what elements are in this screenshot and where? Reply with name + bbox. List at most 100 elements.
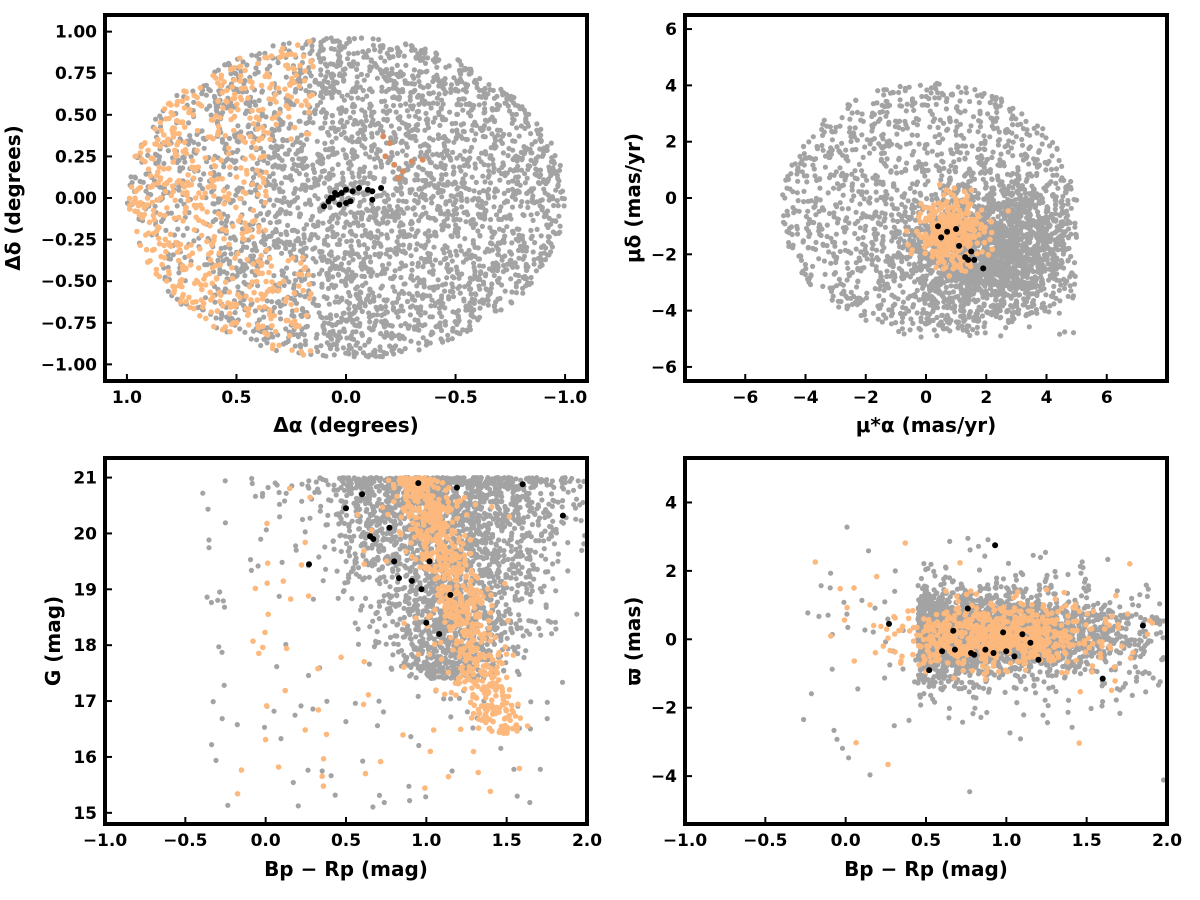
member-star <box>134 228 140 235</box>
field-star <box>512 138 518 144</box>
field-star <box>545 178 551 184</box>
field-star <box>329 112 335 119</box>
field-star <box>187 133 193 139</box>
field-star <box>943 106 950 112</box>
field-star <box>478 269 484 275</box>
member-star <box>303 131 310 137</box>
field-star <box>485 302 491 308</box>
field-star <box>374 193 380 199</box>
field-star <box>539 153 546 159</box>
field-star <box>333 79 339 85</box>
member-star <box>227 328 233 335</box>
field-star <box>496 216 502 222</box>
x-axis-label: Δα (degrees) <box>273 413 419 437</box>
field-star <box>423 110 429 116</box>
member-star <box>155 235 162 242</box>
member-star <box>146 219 153 226</box>
field-star <box>528 131 534 137</box>
field-star <box>343 154 350 160</box>
field-star <box>463 185 469 191</box>
field-star <box>472 244 478 250</box>
field-star <box>469 174 475 180</box>
member-star <box>168 109 175 116</box>
field-star <box>545 224 551 231</box>
field-star <box>463 219 469 225</box>
field-star <box>506 108 513 114</box>
field-star <box>380 45 386 51</box>
field-star <box>364 72 370 78</box>
member-star <box>170 130 176 137</box>
field-star <box>349 170 355 176</box>
member-star <box>222 324 229 330</box>
tidal-arm-star <box>419 156 426 163</box>
field-star <box>268 155 274 161</box>
field-star <box>450 181 456 187</box>
field-star <box>140 179 146 185</box>
member-star <box>133 200 140 206</box>
member-star <box>204 238 210 245</box>
field-star <box>279 121 286 127</box>
field-star <box>289 156 296 162</box>
field-star <box>284 265 290 271</box>
member-star <box>255 325 262 331</box>
member-star <box>126 195 133 202</box>
field-star <box>466 247 472 254</box>
field-star <box>408 218 414 225</box>
member-star <box>180 148 186 155</box>
field-star <box>338 278 345 284</box>
member-star <box>266 269 272 276</box>
member-star <box>228 108 234 114</box>
field-star <box>509 204 516 210</box>
field-star <box>324 340 330 346</box>
field-star <box>434 101 441 107</box>
member-star <box>256 184 263 190</box>
field-star <box>274 219 280 225</box>
field-star <box>461 180 467 186</box>
member-star <box>161 132 167 138</box>
field-star <box>383 210 389 216</box>
field-star <box>524 120 531 126</box>
field-star <box>381 297 387 303</box>
field-star <box>1049 153 1055 159</box>
field-star <box>384 309 390 315</box>
field-star <box>480 87 486 93</box>
field-star <box>393 95 400 101</box>
tidal-arm-star <box>395 175 402 181</box>
field-star <box>256 97 262 104</box>
member-star <box>210 156 217 163</box>
field-star <box>364 232 370 238</box>
field-star <box>409 261 415 267</box>
field-star <box>457 152 463 158</box>
field-star <box>507 212 513 218</box>
member-star <box>242 156 248 162</box>
field-star <box>553 187 559 193</box>
field-star <box>497 127 503 133</box>
field-star <box>398 274 404 281</box>
field-star <box>525 199 531 205</box>
member-star <box>198 232 205 239</box>
member-star <box>138 156 145 162</box>
field-star <box>549 244 556 250</box>
field-star <box>241 200 247 206</box>
member-star <box>188 242 194 248</box>
field-star <box>348 228 354 234</box>
field-star <box>439 194 445 200</box>
field-star <box>477 263 483 269</box>
member-star <box>300 352 307 358</box>
field-star <box>490 260 496 267</box>
field-star <box>297 342 303 348</box>
field-star <box>300 157 306 163</box>
field-star <box>353 286 359 292</box>
field-star <box>357 166 363 172</box>
field-star <box>403 141 409 147</box>
field-star <box>357 199 363 205</box>
field-star <box>422 310 428 316</box>
member-star <box>226 241 232 248</box>
member-star <box>137 242 144 249</box>
field-star <box>424 153 430 159</box>
field-star <box>548 140 554 146</box>
member-star <box>216 250 222 256</box>
field-star <box>213 315 219 321</box>
field-star <box>402 177 408 183</box>
